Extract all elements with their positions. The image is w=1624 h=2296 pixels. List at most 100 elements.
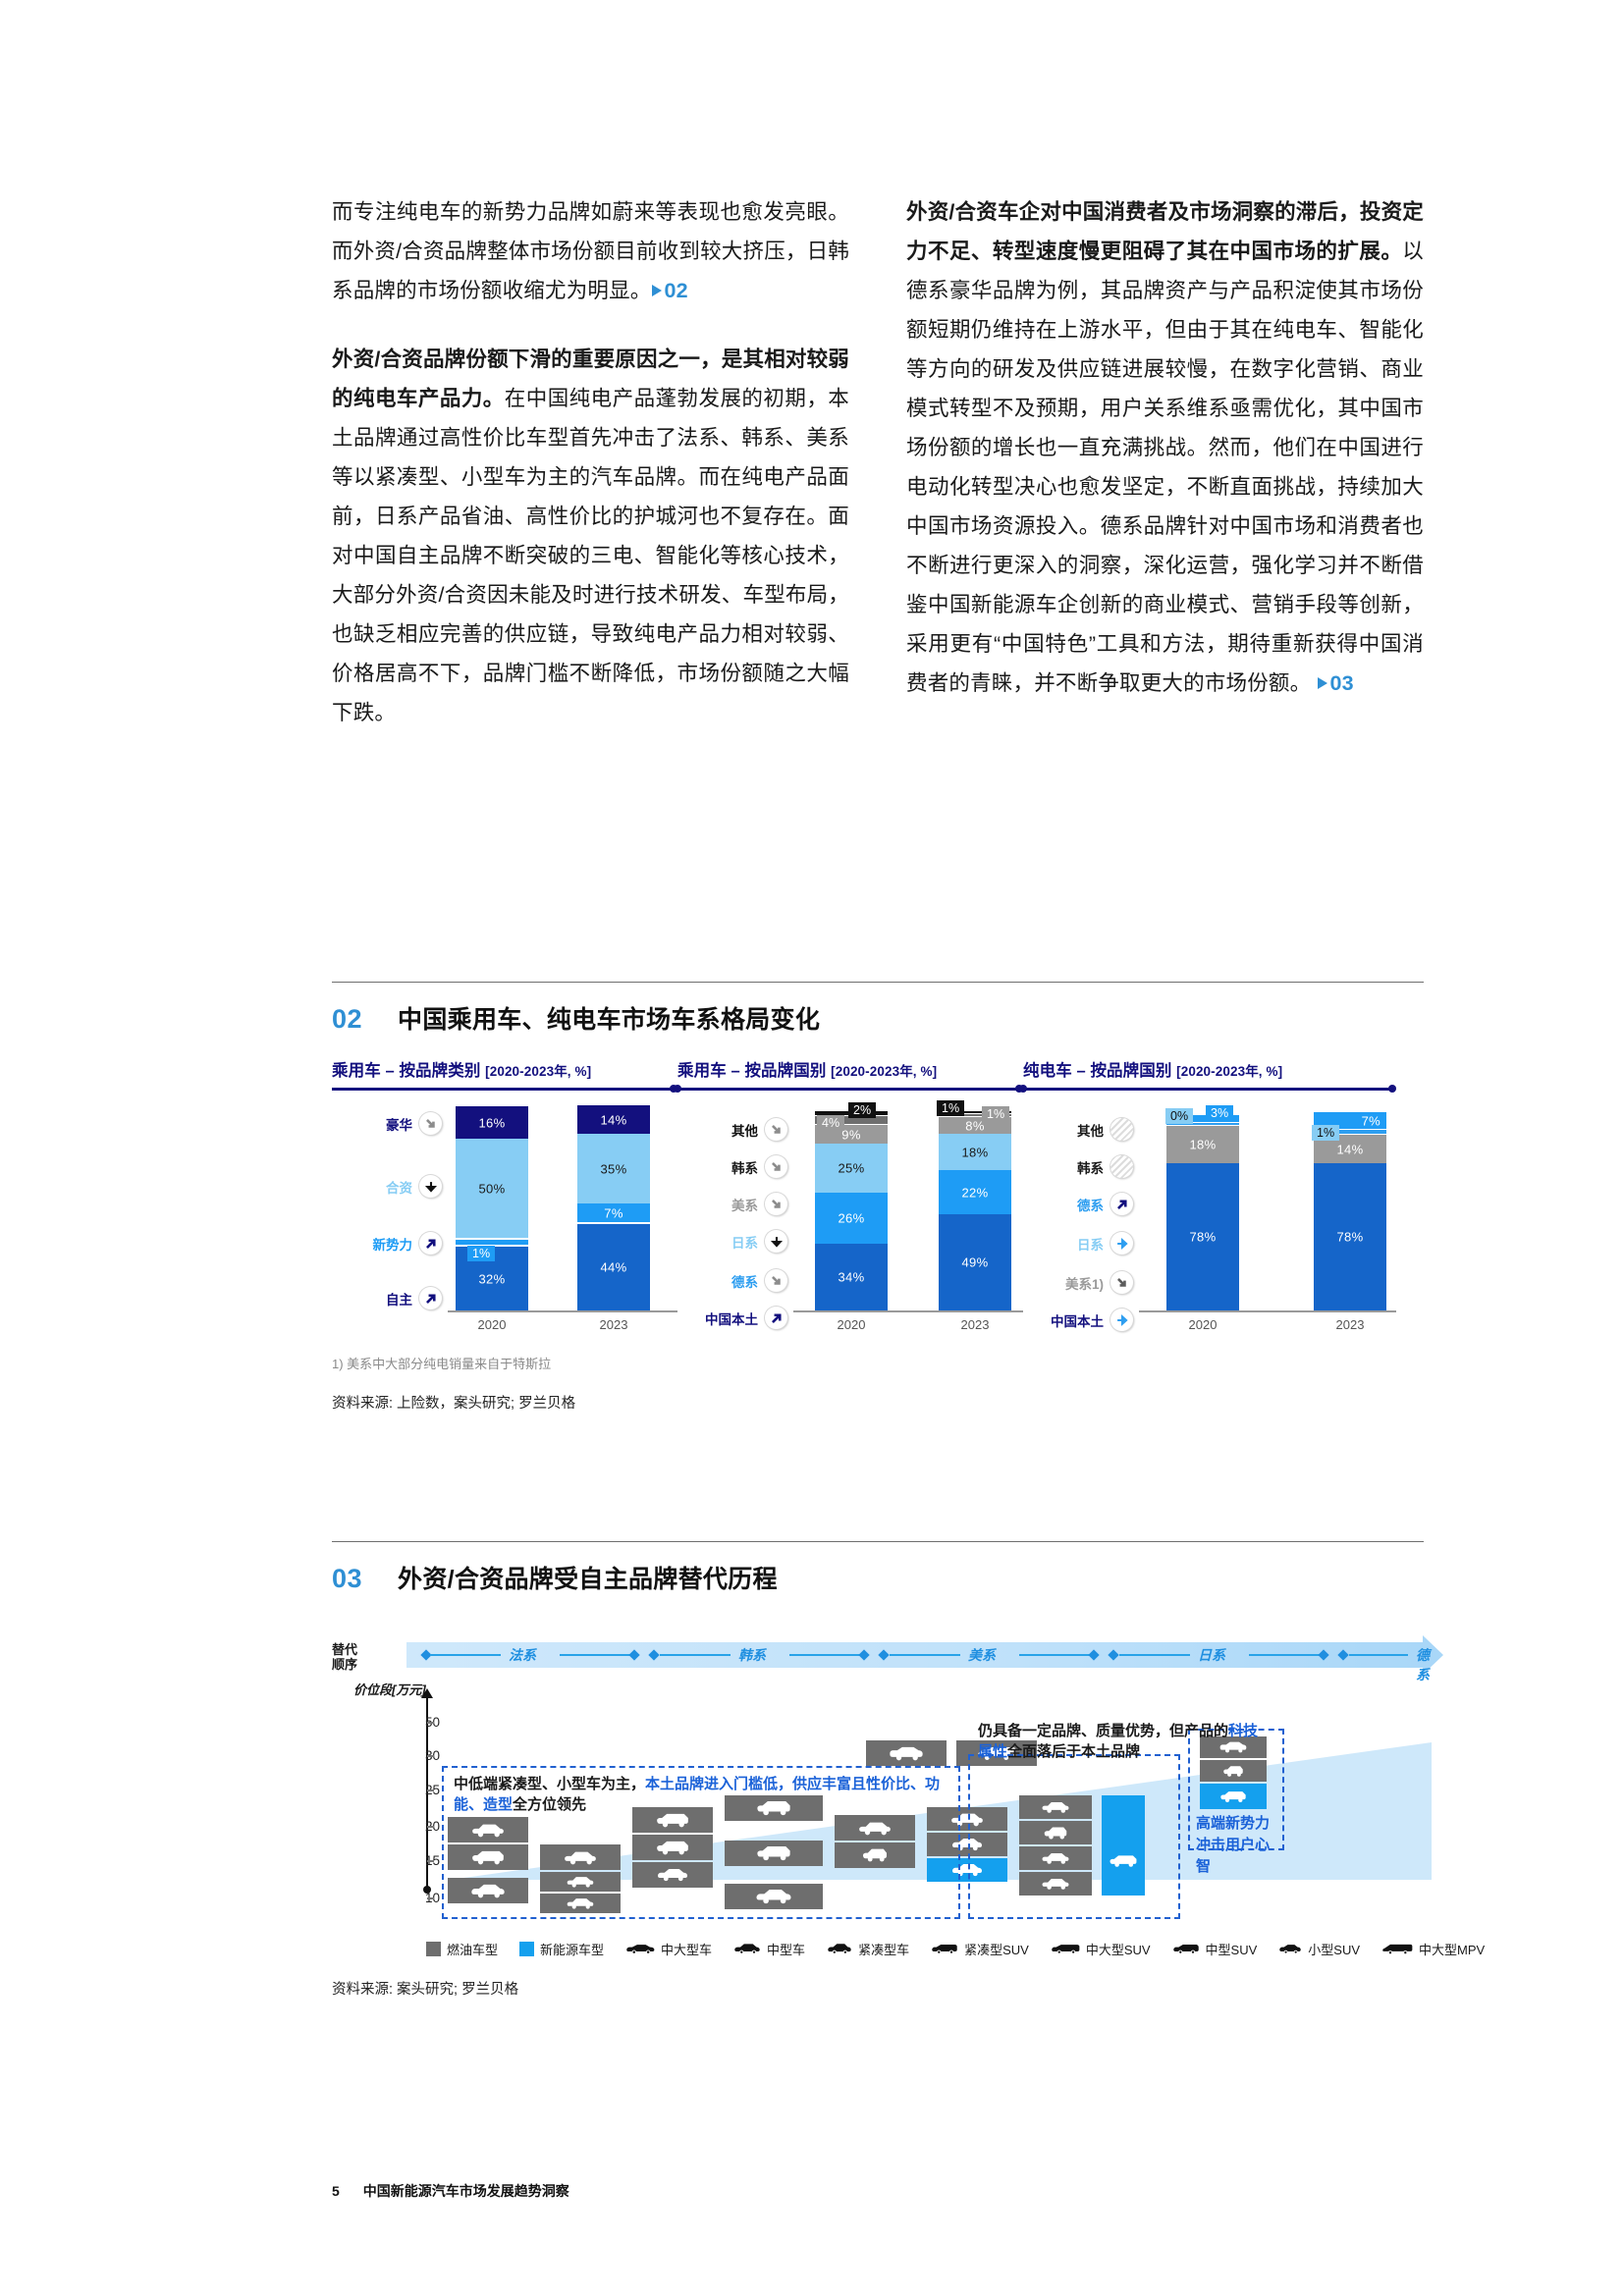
car-tile: [632, 1835, 713, 1860]
callout-newforce-2020: 1%: [467, 1246, 496, 1261]
annotation-box-left: [442, 1766, 960, 1919]
paragraph-3-text: 以德系豪华品牌为例，其品牌资产与产品积淀使其市场份额短期仍维持在上游水平，但由于…: [906, 240, 1424, 695]
segment-chinese: 78%: [1314, 1163, 1386, 1310]
legend-sedan-mid: 中型车: [733, 1940, 805, 1958]
figure-ref-02[interactable]: 02: [651, 279, 688, 302]
legend-item-chinese: 中国本土: [1051, 1308, 1133, 1331]
chart-brand-category: 乘用车 – 按品牌类别 [2020-2023年, %] 豪华 合资: [332, 1057, 677, 1332]
exhibit-03-number: 03: [332, 1564, 363, 1593]
hatched-circle-icon: [1110, 1155, 1133, 1178]
legend-mpv: 中大型MPV: [1381, 1940, 1485, 1958]
arrow-up-right-icon: [419, 1287, 442, 1309]
car-tile: [866, 1740, 947, 1766]
car-tile: [1019, 1846, 1092, 1870]
figure-ref-03[interactable]: 03: [1311, 671, 1354, 695]
car-tile: [1200, 1736, 1267, 1758]
chart-2-title: 乘用车 – 按品牌国别 [2020-2023年, %]: [677, 1062, 938, 1080]
chart-2-plot: 其他 韩系 美系 日系: [677, 1100, 1023, 1332]
y-axis-label: 价位段[万元]: [353, 1682, 426, 1697]
era-label-2: 美系: [968, 1647, 996, 1663]
car-tile: [540, 1894, 621, 1913]
legend-item-other: 其他: [731, 1118, 787, 1141]
chart-1-plot: 豪华 合资 新势力 自主: [332, 1104, 677, 1332]
paragraph-2: 外资/合资品牌份额下滑的重要原因之一，是其相对较弱的纯电车产品力。在中国纯电产品…: [332, 340, 849, 732]
era-label-0: 法系: [509, 1647, 536, 1663]
chart-1-title: 乘用车 – 按品牌类别 [2020-2023年, %]: [332, 1062, 592, 1080]
legend-item-american: 美系: [731, 1193, 787, 1215]
exhibit-02-source: 资料来源: 上险数，案头研究; 罗兰贝格: [332, 1396, 576, 1412]
chart-3-rule: [1019, 1085, 1396, 1095]
large-suv-icon: [1052, 1945, 1080, 1954]
car-tile: [835, 1815, 915, 1841]
segment-korean: [939, 1114, 1011, 1117]
exhibit-02-title: 中国乘用车、纯电车市场车系格局变化: [398, 1006, 821, 1034]
arrow-right-icon: [1110, 1308, 1133, 1331]
chart-1-bars: 16%% 50% 32% 1% 2020 14% 35% 7% 44%: [448, 1104, 677, 1332]
chart-3-plot: 其他 韩系 德系 日系: [1023, 1104, 1396, 1332]
car-tile: [1019, 1821, 1092, 1844]
car-tile-ev: [1200, 1784, 1267, 1809]
chart-1-legend: 豪华 合资 新势力 自主: [332, 1104, 446, 1332]
arrow-down-right-icon: [765, 1269, 787, 1292]
segment-japanese: [1314, 1130, 1386, 1135]
callout-other-2020: 2%: [848, 1102, 877, 1118]
page-number: 5: [332, 2183, 340, 2199]
xlabel-2023: 2023: [1335, 1317, 1365, 1332]
paragraph-3-lead: 外资/合资车企对中国消费者及市场洞察的滞后，投资定力不足、转型速度慢更阻碍了其在…: [906, 200, 1424, 263]
segment-luxury: 14%: [577, 1105, 650, 1134]
arrow-down-right-icon: [1110, 1271, 1133, 1294]
arrow-down-right-icon: [419, 1112, 442, 1135]
arrow-down-icon: [765, 1230, 787, 1253]
car-tile: [1019, 1872, 1092, 1896]
legend-compact-suv: 紧凑型SUV: [931, 1940, 1029, 1958]
legend-item-korean: 韩系: [731, 1155, 787, 1178]
xlabel-2020: 2020: [477, 1317, 507, 1332]
segment-chinese: 78%: [1166, 1163, 1239, 1310]
segment-american: 18%: [1166, 1126, 1239, 1163]
segment-german: 26%: [815, 1193, 888, 1244]
exhibit-03-header: 03 外资/合资品牌受自主品牌替代历程: [332, 1560, 1424, 1595]
segment-jv: 50%: [456, 1139, 528, 1238]
exhibit-02-charts: 乘用车 – 按品牌类别 [2020-2023年, %] 豪华 合资: [332, 1057, 1424, 1332]
exhibit-02-header: 02 中国乘用车、纯电车市场车系格局变化: [332, 1000, 1424, 1036]
legend-item-newforce: 新势力: [373, 1232, 442, 1255]
bar-2023: 14% 35% 7% 44%: [577, 1105, 650, 1310]
xlabel-2023: 2023: [960, 1317, 990, 1332]
car-tile: [448, 1817, 528, 1842]
annotation-text-right: 高端新势力冲击用户心智: [1196, 1815, 1271, 1875]
car-tile: [448, 1878, 528, 1903]
segment-jv: 35%: [577, 1134, 650, 1203]
annotation-text-mid: 仍具备一定品牌、质量优势，但产品的科技属性全面落后于本土品牌: [978, 1723, 1259, 1760]
car-tile: [448, 1844, 528, 1870]
right-column: 外资/合资车企对中国消费者及市场洞察的滞后，投资定力不足、转型速度慢更阻碍了其在…: [906, 192, 1424, 762]
page-footer: 5 中国新能源汽车市场发展趋势洞察: [332, 2181, 569, 2201]
exhibit-02-divider: [332, 982, 1424, 983]
annotation-box-mid: [968, 1754, 1180, 1919]
car-tile: [835, 1842, 915, 1868]
triangle-icon: [651, 285, 662, 296]
arrow-down-right-icon: [765, 1155, 787, 1178]
chart-1-axis: [448, 1310, 677, 1312]
era-timeline-band: 法系 韩系 美系 日系 德系: [406, 1635, 1443, 1682]
swatch-gray: [426, 1942, 441, 1956]
car-tile: [1019, 1795, 1092, 1819]
bar-2023: 8% 18% 22% 49% 1% 1%: [937, 1100, 1011, 1310]
callout-other-2023: 1%: [937, 1100, 965, 1116]
legend-item-japanese: 日系: [731, 1230, 787, 1253]
callout-german-2020: 3%: [1206, 1105, 1234, 1121]
segment-japanese: 25%: [815, 1144, 888, 1193]
car-tile: [927, 1833, 1007, 1856]
legend-mid-suv: 中型SUV: [1172, 1940, 1257, 1958]
segment-domestic: 44%: [577, 1224, 650, 1310]
arrow-right-icon: [1110, 1232, 1133, 1255]
paragraph-2-lead: 外资/合资品牌份额下滑的重要原因之一，是其相对较弱的纯电车产品力。: [332, 347, 849, 410]
compact-car-icon: [828, 1944, 851, 1954]
car-tile-ev: [1102, 1827, 1145, 1896]
segment-luxury: 16%%: [456, 1106, 528, 1139]
xlabel-2020: 2020: [837, 1317, 866, 1332]
legend-item-domestic: 自主: [386, 1287, 442, 1309]
replacement-order-label: 替代 顺序: [332, 1642, 358, 1672]
car-tile: [540, 1872, 621, 1892]
annotation-text-left: 中低端紧凑型、小型车为主，本土品牌进入门槛低，供应丰富且性价比、功能、造型全方位…: [454, 1776, 941, 1813]
legend-item-german: 德系: [1077, 1193, 1133, 1215]
